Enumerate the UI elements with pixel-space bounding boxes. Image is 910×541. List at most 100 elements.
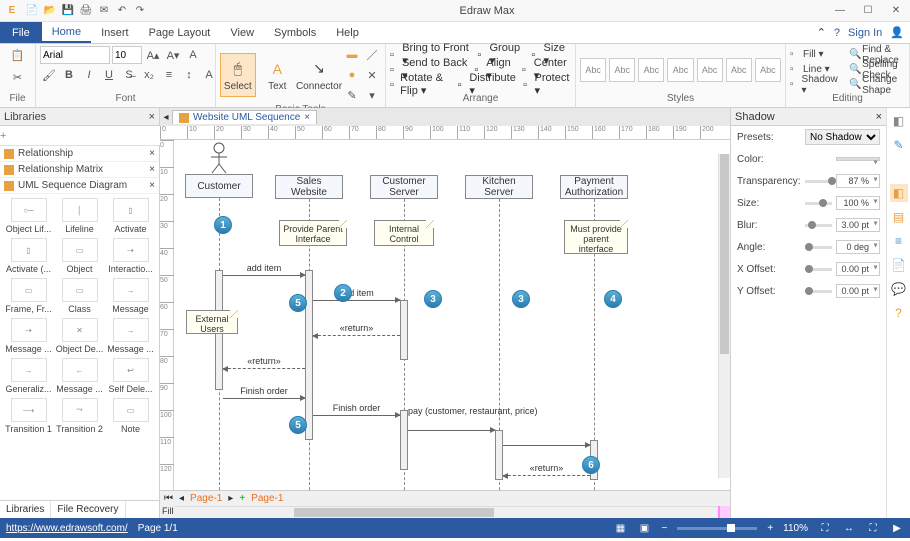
- lifeline-box-2[interactable]: Customer Server: [370, 175, 438, 199]
- bullets-button[interactable]: ≡: [160, 66, 178, 84]
- slider[interactable]: [805, 290, 832, 293]
- right-tab-7[interactable]: 💬: [890, 280, 908, 298]
- category-relationship-matrix[interactable]: Relationship Matrix×: [0, 162, 159, 178]
- message-arrow-7[interactable]: [503, 445, 590, 446]
- value-input[interactable]: 3.00 pt: [836, 218, 880, 232]
- editing-shadow[interactable]: ▫Shadow ▾: [790, 78, 839, 92]
- qat-logo[interactable]: E: [4, 3, 20, 19]
- shape-pencil-icon[interactable]: ✎: [343, 86, 361, 104]
- slider[interactable]: [805, 202, 832, 205]
- right-tab-8[interactable]: ?: [890, 304, 908, 322]
- shape-message[interactable]: →Message ...: [106, 318, 155, 354]
- right-tab-1[interactable]: ✎: [890, 136, 908, 154]
- view-mode-2-icon[interactable]: ▣: [637, 521, 651, 535]
- zoom-slider[interactable]: [677, 527, 757, 530]
- style-preset-2[interactable]: Abc: [638, 58, 664, 82]
- menu-tab-symbols[interactable]: Symbols: [264, 22, 326, 43]
- shape-objectlif[interactable]: ○─Object Lif...: [4, 198, 53, 234]
- right-tab-6[interactable]: 📄: [890, 256, 908, 274]
- style-preset-0[interactable]: Abc: [580, 58, 606, 82]
- file-menu[interactable]: File: [0, 22, 42, 43]
- page-tab-1[interactable]: Page-1: [190, 493, 222, 504]
- editing-fill[interactable]: ▫Fill ▾: [790, 48, 839, 62]
- qat-button-4[interactable]: ✉: [96, 3, 112, 19]
- bold-button[interactable]: B: [60, 66, 78, 84]
- page-add-icon[interactable]: +: [239, 493, 245, 504]
- fit-page-icon[interactable]: ⛶: [818, 521, 832, 535]
- value-input[interactable]: 0.00 pt: [836, 262, 880, 276]
- qat-button-1[interactable]: 📂: [42, 3, 58, 19]
- help-icon[interactable]: ?: [834, 27, 840, 39]
- message-arrow-6[interactable]: [408, 430, 495, 431]
- category-relationship[interactable]: Relationship×: [0, 146, 159, 162]
- shape-x-icon[interactable]: ✕: [363, 66, 381, 84]
- message-arrow-2[interactable]: [313, 335, 400, 336]
- lifeline-box-0[interactable]: Customer: [185, 174, 253, 198]
- tab-file-recovery[interactable]: File Recovery: [51, 501, 125, 518]
- connector-tool-button[interactable]: ↘Connector: [299, 53, 339, 97]
- zoom-out-button[interactable]: −: [661, 523, 667, 534]
- font-name-select[interactable]: [40, 46, 110, 64]
- shape-line-icon[interactable]: ／: [363, 46, 381, 64]
- page-nav-next-icon[interactable]: ▸: [228, 493, 233, 504]
- arrange-protect[interactable]: ▫Protect ▾: [523, 78, 571, 92]
- right-tab-5[interactable]: ≡: [890, 232, 908, 250]
- slider[interactable]: [805, 224, 832, 227]
- right-tab-2[interactable]: ▭: [890, 160, 908, 178]
- document-tab[interactable]: Website UML Sequence×: [172, 110, 317, 124]
- note-0[interactable]: Provide Parent Interface: [279, 220, 347, 246]
- menu-tab-home[interactable]: Home: [42, 22, 91, 43]
- color-swatch[interactable]: [720, 506, 730, 518]
- shape-activate[interactable]: ▯Activate: [106, 198, 155, 234]
- note-3[interactable]: External Users: [186, 310, 238, 334]
- paste-button[interactable]: 📋: [9, 46, 27, 64]
- shape-selfdele[interactable]: ↩Self Dele...: [106, 358, 155, 394]
- lifeline-box-3[interactable]: Kitchen Server: [465, 175, 533, 199]
- qat-button-5[interactable]: ↶: [114, 3, 130, 19]
- text-tool-button[interactable]: AText: [260, 53, 295, 97]
- sign-in-link[interactable]: Sign In: [848, 27, 882, 39]
- library-search-input[interactable]: [6, 126, 160, 145]
- grow-font-button[interactable]: A▴: [144, 46, 162, 64]
- menu-tab-insert[interactable]: Insert: [91, 22, 139, 43]
- tab-libraries[interactable]: Libraries: [0, 501, 51, 518]
- activation-2[interactable]: [400, 300, 408, 360]
- value-input[interactable]: 0.00 pt: [836, 284, 880, 298]
- qat-button-0[interactable]: 📄: [24, 3, 40, 19]
- subscript-button[interactable]: x₂: [140, 66, 158, 84]
- shape-activate[interactable]: ▯Activate (...: [4, 238, 53, 274]
- actor-figure[interactable]: [209, 142, 229, 174]
- line-spacing-button[interactable]: ↕: [180, 66, 198, 84]
- message-arrow-8[interactable]: [503, 475, 590, 476]
- message-arrow-4[interactable]: [223, 398, 305, 399]
- menu-tab-page-layout[interactable]: Page Layout: [139, 22, 221, 43]
- qat-button-2[interactable]: 💾: [60, 3, 76, 19]
- message-arrow-3[interactable]: [223, 368, 305, 369]
- style-preset-4[interactable]: Abc: [697, 58, 723, 82]
- color-value[interactable]: [836, 157, 880, 161]
- tab-nav-left-icon[interactable]: ◂: [160, 112, 172, 123]
- close-right-panel-icon[interactable]: ×: [876, 111, 882, 123]
- page-nav-first-icon[interactable]: ⏮: [164, 493, 173, 504]
- fit-width-icon[interactable]: ↔: [842, 521, 856, 535]
- slider[interactable]: [805, 246, 832, 249]
- shrink-font-button[interactable]: A▾: [164, 46, 182, 64]
- close-panel-icon[interactable]: ×: [149, 111, 155, 123]
- shape-lifeline[interactable]: │Lifeline: [55, 198, 104, 234]
- vertical-scrollbar[interactable]: [718, 154, 730, 478]
- close-button[interactable]: ✕: [882, 0, 910, 22]
- message-arrow-0[interactable]: [223, 275, 305, 276]
- canvas[interactable]: CustomerSales WebsiteCustomer ServerKitc…: [174, 140, 730, 490]
- shape-more-icon[interactable]: ▾: [363, 86, 381, 104]
- ribbon-collapse-icon[interactable]: ⌃: [817, 26, 826, 39]
- right-tab-3[interactable]: ◧: [890, 184, 908, 202]
- shape-generaliz[interactable]: →Generaliz...: [4, 358, 53, 394]
- presentation-icon[interactable]: ▶: [890, 521, 904, 535]
- slider[interactable]: [805, 180, 832, 183]
- shape-message[interactable]: ←Message ...: [55, 358, 104, 394]
- slider[interactable]: [805, 268, 832, 271]
- shape-objectde[interactable]: ✕Object De...: [55, 318, 104, 354]
- fullscreen-icon[interactable]: ⛶: [866, 521, 880, 535]
- editing-change-shape[interactable]: 🔍Change Shape: [849, 78, 905, 92]
- menu-tab-help[interactable]: Help: [326, 22, 369, 43]
